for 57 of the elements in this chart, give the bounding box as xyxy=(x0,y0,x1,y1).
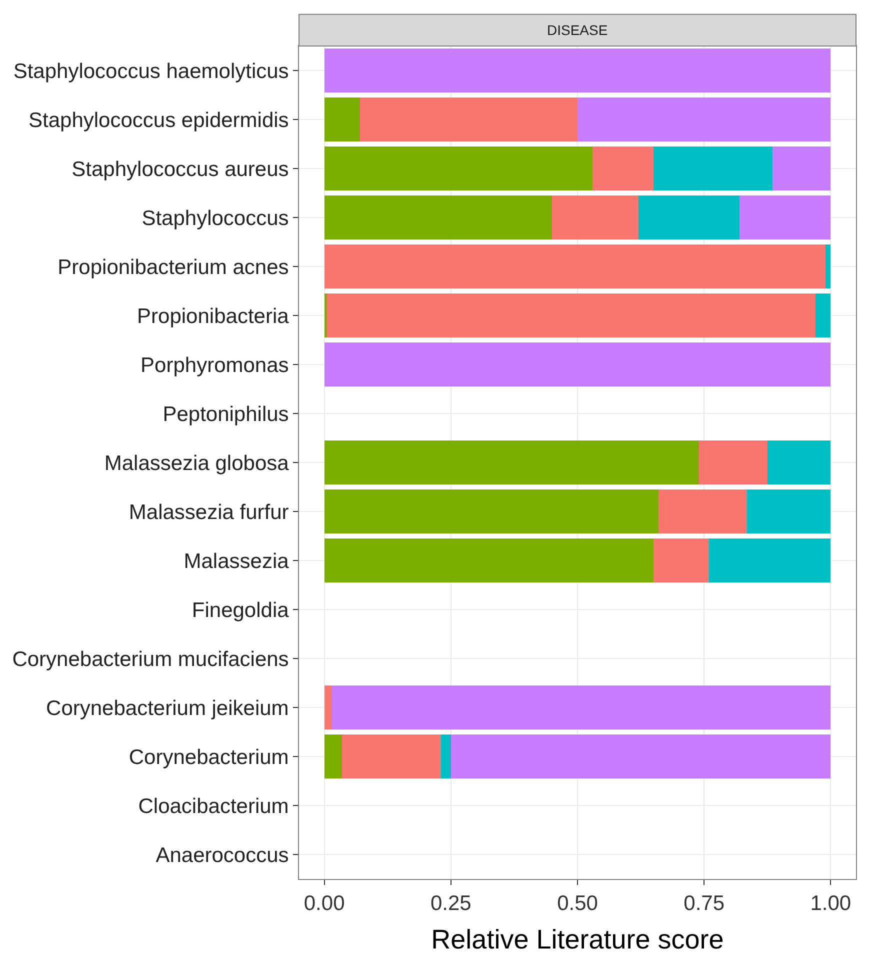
bar xyxy=(324,440,700,485)
y-tick-label: Staphylococcus haemolyticus xyxy=(13,60,289,83)
bar xyxy=(332,685,831,730)
y-tick-label: Peptoniphilus xyxy=(162,402,289,426)
x-tick-label: 0.75 xyxy=(684,892,725,916)
bar xyxy=(815,293,831,338)
bar xyxy=(324,685,332,730)
y-tick-label: Malassezia globosa xyxy=(104,452,290,475)
bar xyxy=(324,342,831,387)
bar xyxy=(324,97,360,142)
bar xyxy=(578,97,831,142)
y-tick-label: Corynebacterium jeikeium xyxy=(46,696,289,720)
bar xyxy=(658,489,748,534)
bar xyxy=(324,146,593,191)
bar xyxy=(342,734,441,779)
bar xyxy=(767,440,831,485)
bar xyxy=(653,146,772,191)
bar xyxy=(324,489,659,534)
y-tick-label: Malassezia furfur xyxy=(128,500,289,524)
bar xyxy=(326,293,816,338)
bar xyxy=(324,734,342,779)
bar xyxy=(699,440,768,485)
y-tick-label: Staphylococcus aureus xyxy=(72,158,289,181)
bar xyxy=(772,146,831,191)
y-tick-label: Porphyromonas xyxy=(140,354,289,377)
bar xyxy=(450,734,831,779)
y-tick-label: Propionibacterium acnes xyxy=(58,256,289,279)
x-tick-label: 1.00 xyxy=(810,892,852,916)
x-tick-label: 0.00 xyxy=(304,892,345,916)
y-tick-label: Anaerococcus xyxy=(156,844,289,867)
y-tick-label: Corynebacterium xyxy=(128,746,289,769)
chart-title: DISEASE xyxy=(547,22,608,38)
bar xyxy=(653,538,710,583)
bar xyxy=(740,195,831,240)
y-tick-label: Cloacibacterium xyxy=(138,794,289,818)
y-tick-label: Staphylococcus epidermidis xyxy=(28,108,289,132)
bar xyxy=(360,97,578,142)
y-tick-label: Staphylococcus xyxy=(142,206,289,230)
bar xyxy=(324,195,552,240)
bar xyxy=(826,244,831,289)
x-tick-label: 0.50 xyxy=(557,892,598,916)
y-tick-label: Finegoldia xyxy=(192,598,290,622)
x-tick-label: 0.25 xyxy=(430,892,472,916)
bar xyxy=(592,146,654,191)
bar xyxy=(324,538,654,583)
bar xyxy=(747,489,831,534)
bar xyxy=(552,195,638,240)
y-tick-label: Propionibacteria xyxy=(137,304,290,328)
y-tick-label: Malassezia xyxy=(184,550,290,573)
bar xyxy=(440,734,451,779)
bar xyxy=(709,538,831,583)
bar xyxy=(324,293,327,338)
x-axis-title: Relative Literature score xyxy=(431,924,724,955)
bar xyxy=(638,195,740,240)
bar xyxy=(324,244,826,289)
bar xyxy=(324,48,831,93)
y-tick-label: Corynebacterium mucifaciens xyxy=(12,648,289,671)
